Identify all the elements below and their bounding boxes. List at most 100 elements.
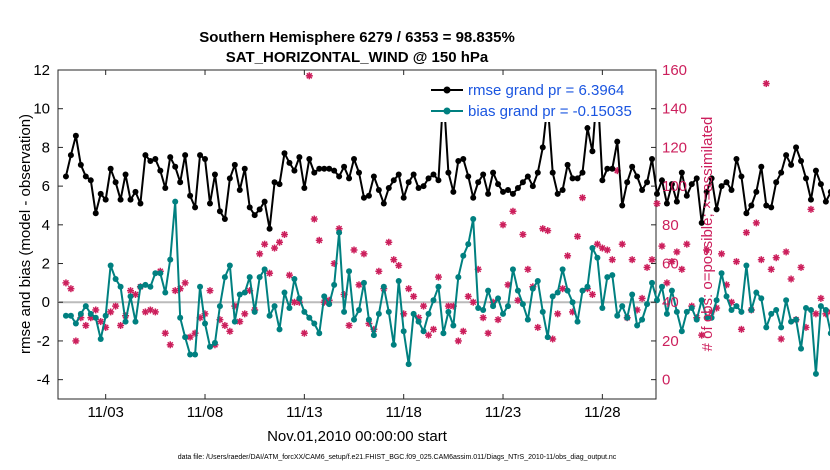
bias-point	[72, 320, 79, 327]
obs-point	[643, 263, 651, 271]
rmse-point	[410, 171, 417, 178]
obs-point	[464, 292, 472, 300]
bias-point	[112, 276, 119, 283]
bias-point	[534, 277, 541, 284]
obs-point	[767, 265, 775, 273]
rmse-point	[495, 181, 502, 188]
bias-point	[87, 310, 94, 317]
obs-point-stroke	[788, 275, 795, 283]
bias-point	[206, 343, 213, 350]
rmse-point	[564, 161, 571, 168]
bias-point	[673, 308, 680, 315]
obs-point-stroke	[261, 241, 268, 248]
rmse-point	[311, 169, 318, 176]
obs-point-stroke	[350, 246, 358, 254]
bias-point	[495, 295, 502, 302]
bias-point	[475, 305, 482, 312]
obs-point	[305, 72, 313, 80]
bias-point	[380, 283, 387, 290]
bias-point	[360, 279, 367, 286]
rmse-point	[276, 181, 283, 188]
rmse-point	[549, 169, 556, 176]
obs-point	[499, 221, 507, 229]
bias-point	[559, 266, 566, 273]
y-right-tick-label: 0	[662, 372, 670, 389]
obs-point-stroke	[316, 237, 323, 244]
obs-point	[539, 225, 547, 233]
obs-point-stroke	[226, 328, 233, 335]
obs-point	[97, 318, 105, 326]
obs-point	[161, 329, 169, 337]
obs-point-stroke	[455, 337, 462, 344]
rmse-point	[405, 179, 412, 186]
y-tick-label: 0	[42, 294, 50, 311]
obs-point-stroke	[286, 272, 293, 279]
bias-point	[92, 314, 99, 321]
x-axis-label: Nov.01,2010 00:00:00 start	[267, 428, 448, 445]
bias-point	[708, 314, 715, 321]
bias-point	[584, 283, 591, 290]
bias-point	[758, 295, 765, 302]
obs-point-stroke	[206, 287, 214, 294]
bias-point	[117, 283, 124, 290]
obs-point	[603, 246, 611, 254]
bias-point	[614, 312, 621, 319]
obs-point	[663, 279, 671, 287]
y-right-tick-label: 40	[662, 294, 679, 311]
bias-point	[172, 198, 179, 205]
obs-point-stroke	[743, 229, 750, 236]
rmse-point	[251, 212, 258, 219]
bias-point	[137, 283, 144, 290]
obs-point-stroke	[271, 244, 278, 252]
y-tick-label: -4	[37, 372, 50, 389]
obs-point	[62, 279, 70, 287]
obs-point	[266, 269, 274, 277]
obs-point	[92, 306, 100, 314]
rmse-point	[509, 190, 516, 197]
bias-point	[182, 334, 189, 341]
bias-point	[574, 318, 581, 325]
legend-rmse-marker	[443, 86, 451, 94]
rmse-point	[92, 210, 99, 217]
rmse-point	[346, 175, 353, 182]
rmse-point	[460, 156, 467, 163]
obs-point	[410, 292, 418, 300]
obs-point	[777, 335, 785, 343]
bias-point	[688, 305, 695, 312]
obs-point-stroke	[683, 241, 690, 248]
rmse-point	[584, 125, 591, 132]
rmse-point	[698, 219, 705, 226]
rmse-point	[793, 144, 800, 151]
bias-point	[82, 303, 89, 310]
bias-point	[519, 301, 526, 308]
rmse-point	[326, 165, 333, 172]
obs-point-stroke	[609, 256, 616, 263]
bias-point	[524, 316, 531, 323]
bias-point	[385, 308, 392, 315]
obs-point	[807, 205, 815, 213]
rmse-point	[500, 188, 507, 195]
obs-point-stroke	[753, 219, 760, 226]
rmse-point	[142, 152, 149, 159]
obs-point-stroke	[311, 215, 318, 223]
obs-point-stroke	[812, 310, 819, 317]
bias-point	[604, 274, 611, 281]
rmse-point	[236, 186, 243, 193]
rmse-point	[266, 225, 273, 232]
obs-point	[166, 341, 174, 349]
rmse-point	[529, 183, 536, 190]
bias-point	[425, 310, 432, 317]
plot-frame	[57, 69, 657, 400]
obs-point-stroke	[589, 291, 596, 298]
obs-point-stroke	[182, 279, 189, 286]
obs-point-stroke	[519, 231, 526, 238]
rmse-point	[455, 157, 462, 164]
obs-point	[534, 323, 542, 331]
rmse-point	[221, 216, 228, 223]
rmse-point	[167, 154, 174, 161]
rmse-point	[162, 185, 169, 192]
obs-point	[256, 250, 264, 258]
bias-point	[619, 303, 626, 310]
rmse-point	[420, 183, 427, 190]
obs-point-stroke	[241, 310, 248, 317]
